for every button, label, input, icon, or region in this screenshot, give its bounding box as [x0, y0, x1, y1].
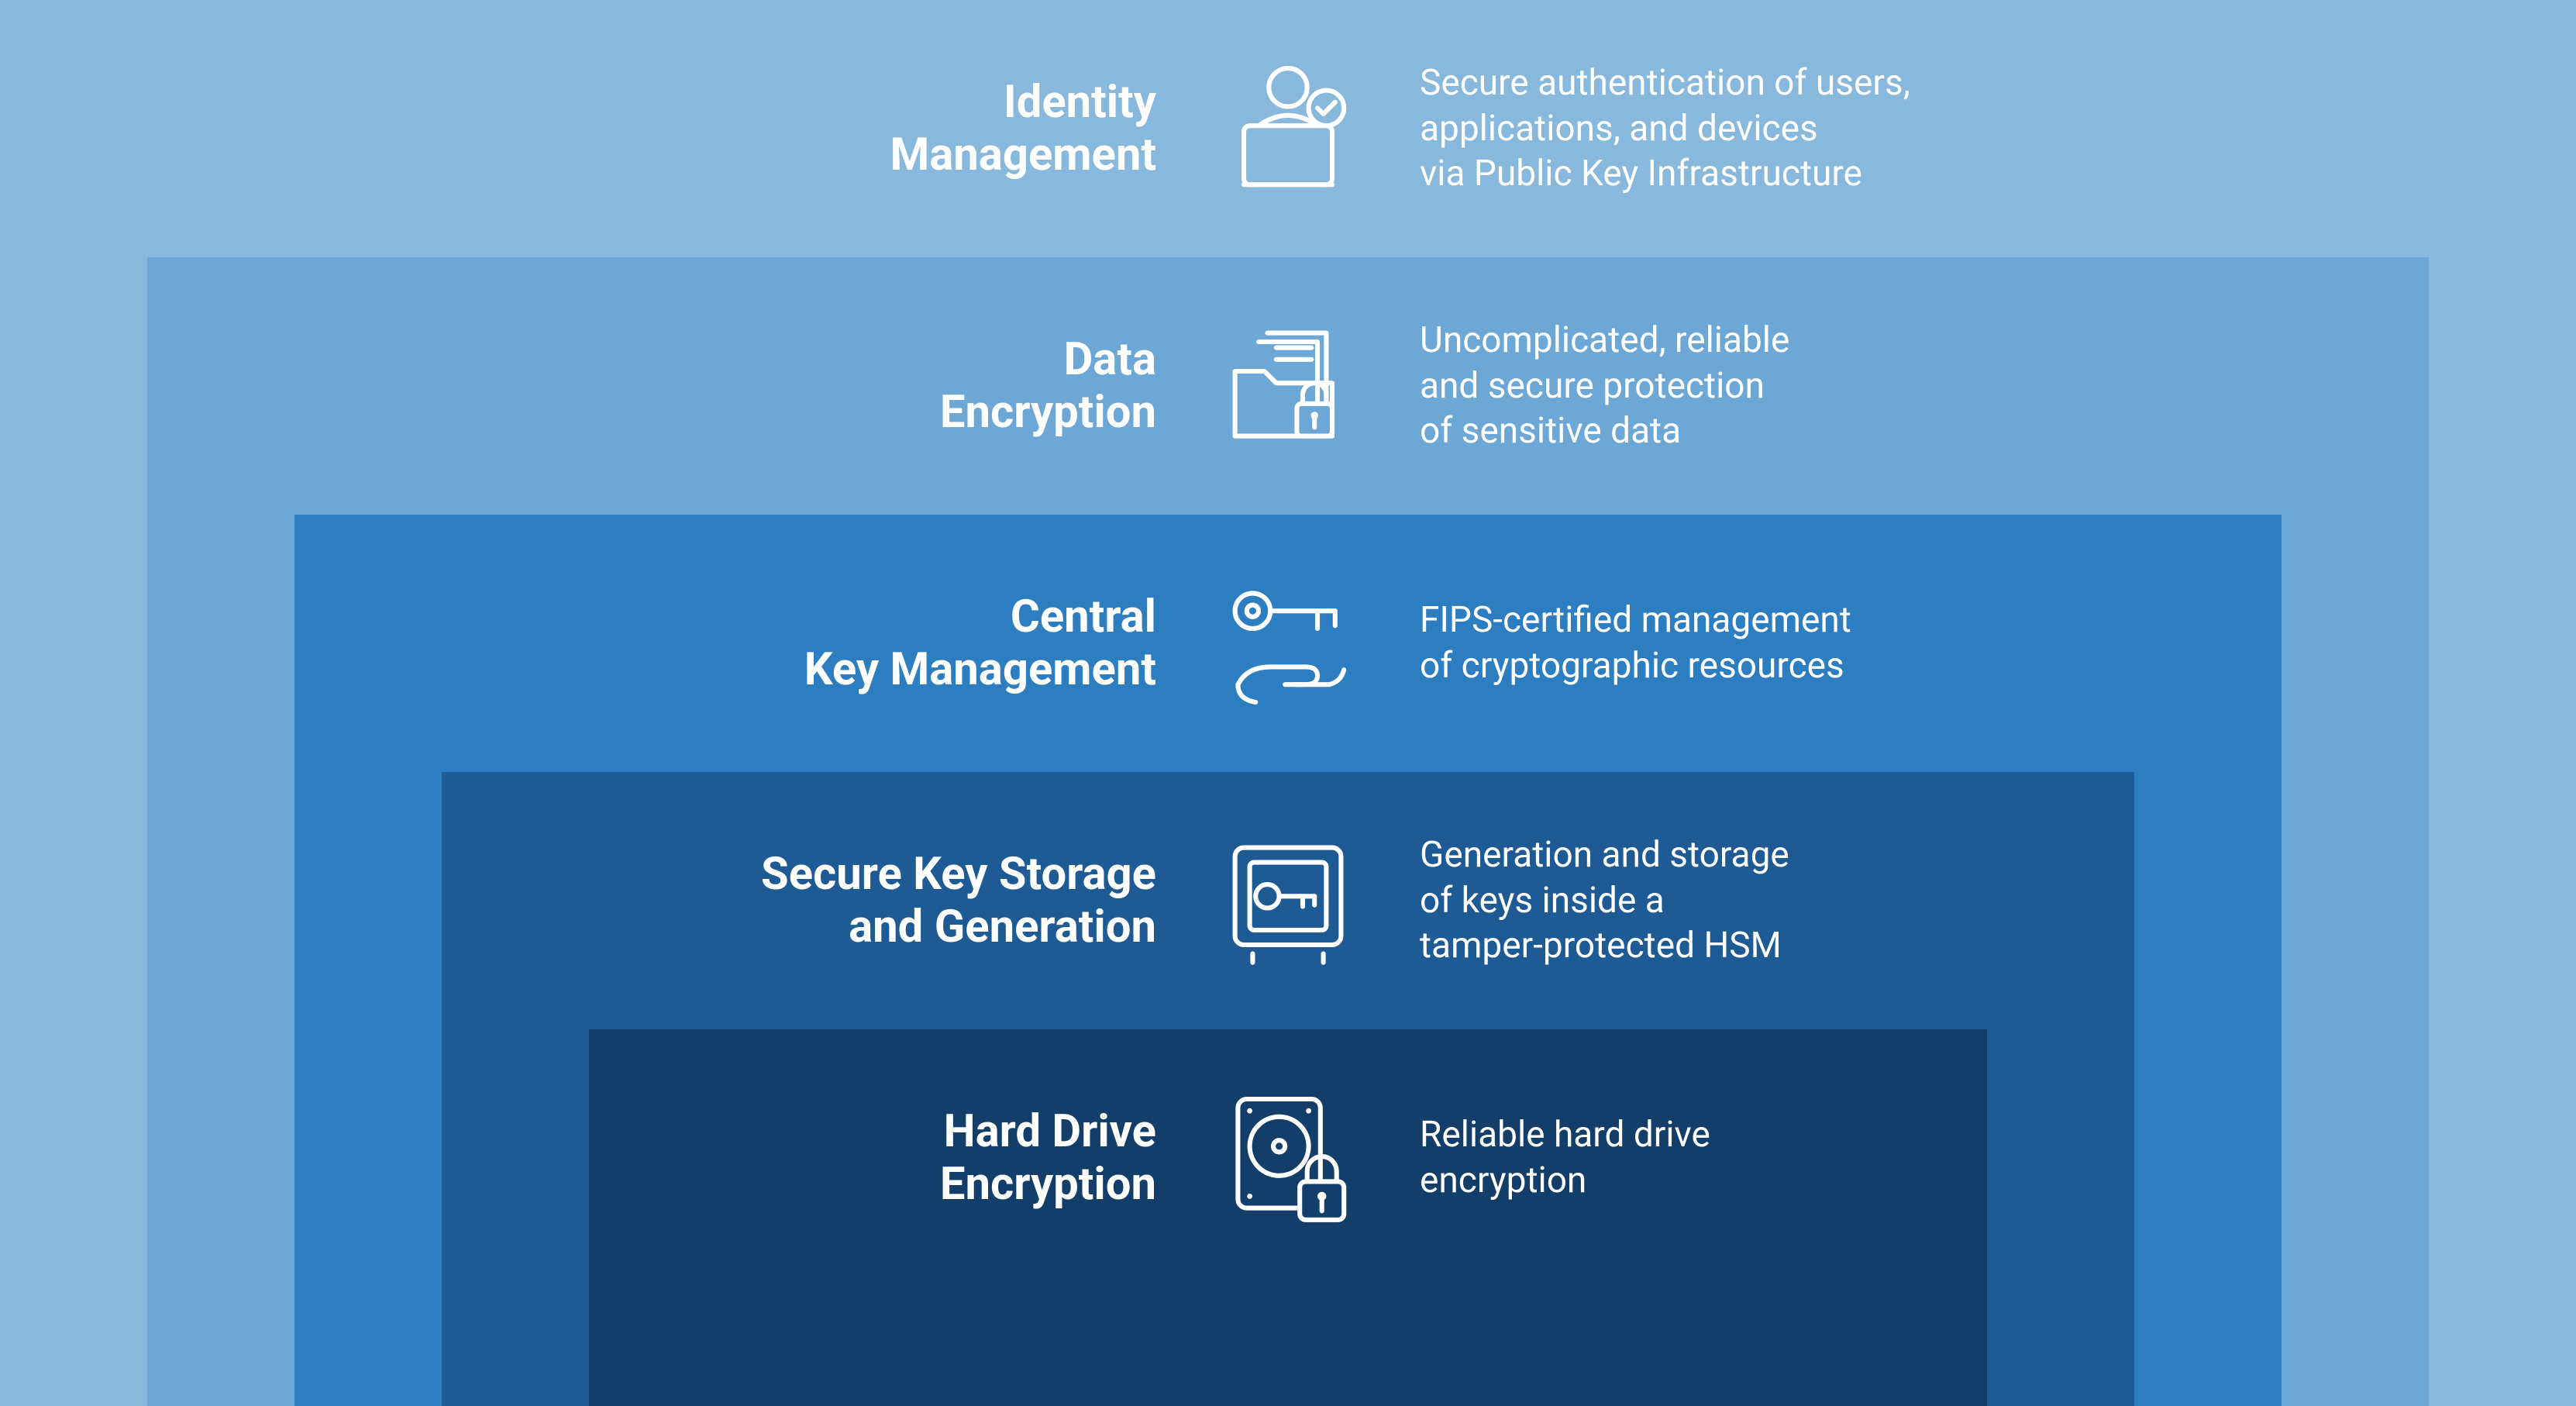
title-line: Hard Drive [944, 1105, 1156, 1158]
desc-hard-drive-encryption: Reliable hard drive encryption [1373, 1112, 2071, 1204]
desc-line: FIPS-certified management [1420, 599, 1851, 641]
title-identity-management: Identity Management [505, 76, 1203, 182]
user-check-icon [1203, 55, 1373, 202]
desc-line: of cryptographic resources [1420, 645, 1844, 687]
row-secure-key-storage: Secure Key Storage and Generation Genera… [0, 772, 2576, 1029]
row-hard-drive-encryption: Hard Drive Encryption Reliable hard driv… [0, 1029, 2576, 1287]
desc-line: and secure protection [1420, 365, 1765, 407]
title-line: Encryption [940, 1158, 1156, 1211]
desc-line: tamper-protected HSM [1420, 925, 1782, 967]
desc-line: of sensitive data [1420, 410, 1681, 452]
desc-line: applications, and devices [1420, 108, 1818, 150]
desc-secure-key-storage: Generation and storage of keys inside a … [1373, 832, 2071, 970]
title-line: Secure Key Storage [761, 848, 1156, 901]
row-central-key-management: Central Key Management FIPS-certified ma… [0, 515, 2576, 772]
folder-lock-icon [1203, 312, 1373, 460]
title-line: Key Management [804, 643, 1156, 696]
desc-central-key-management: FIPS-certified management of cryptograph… [1373, 598, 2071, 689]
title-line: and Generation [849, 901, 1156, 953]
desc-data-encryption: Uncomplicated, reliable and secure prote… [1373, 318, 2071, 455]
title-line: Identity [1004, 76, 1156, 129]
safe-key-icon [1203, 827, 1373, 974]
row-data-encryption: Data Encryption Uncomplicated, reliable … [0, 257, 2576, 515]
row-identity-management: Identity Management Secure authenticatio… [0, 0, 2576, 257]
desc-line: Uncomplicated, reliable [1420, 319, 1789, 361]
title-line: Encryption [940, 386, 1156, 439]
desc-line: Secure authentication of users, [1420, 62, 1910, 104]
title-data-encryption: Data Encryption [505, 333, 1203, 439]
diagram-stage: Identity Management Secure authenticatio… [0, 0, 2576, 1406]
title-hard-drive-encryption: Hard Drive Encryption [505, 1105, 1203, 1211]
title-secure-key-storage: Secure Key Storage and Generation [505, 848, 1203, 954]
hdd-lock-icon [1203, 1084, 1373, 1232]
title-line: Data [1064, 333, 1156, 386]
desc-line: encryption [1420, 1160, 1586, 1201]
title-line: Central [1011, 591, 1156, 643]
desc-line: of keys inside a [1420, 880, 1665, 922]
desc-line: Generation and storage [1420, 834, 1789, 876]
key-hand-icon [1203, 570, 1373, 717]
title-central-key-management: Central Key Management [505, 591, 1203, 697]
title-line: Management [890, 129, 1156, 181]
desc-identity-management: Secure authentication of users, applicat… [1373, 60, 2071, 198]
desc-line: Reliable hard drive [1420, 1114, 1710, 1156]
desc-line: via Public Key Infrastructure [1420, 153, 1862, 195]
